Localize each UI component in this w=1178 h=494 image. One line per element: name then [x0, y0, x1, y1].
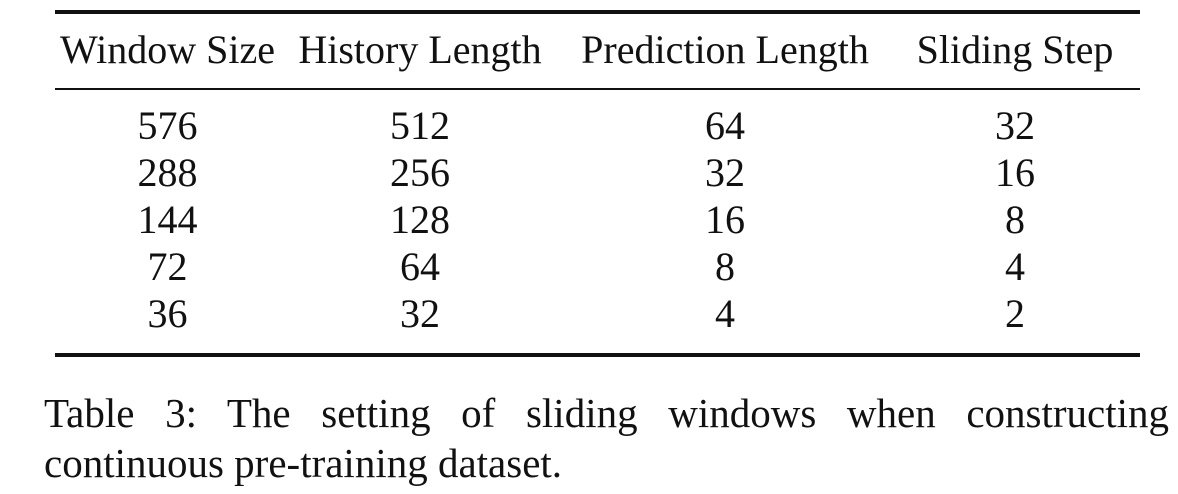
- table-header-row: Window Size History Length Prediction Le…: [55, 12, 1140, 89]
- cell-history-length: 32: [400, 291, 440, 336]
- cell-prediction-length: 64: [705, 103, 745, 148]
- table-row: 144 128 16 8: [55, 196, 1140, 243]
- cell-sliding-step: 4: [1005, 244, 1025, 289]
- cell-prediction-length: 8: [715, 244, 735, 289]
- table-row: 72 64 8 4: [55, 243, 1140, 290]
- cell-sliding-step: 2: [1005, 291, 1025, 336]
- cell-history-length: 512: [390, 103, 450, 148]
- cell-window-size: 288: [137, 150, 198, 195]
- header-window-size: Window Size: [59, 27, 276, 72]
- table-row: 36 32 4 2: [55, 290, 1140, 355]
- table-row: 288 256 32 16: [55, 149, 1140, 196]
- header-prediction-length: Prediction Length: [581, 27, 869, 72]
- cell-prediction-length: 32: [705, 150, 745, 195]
- cell-sliding-step: 16: [995, 150, 1035, 195]
- cell-window-size: 144: [137, 197, 198, 242]
- cell-prediction-length: 4: [715, 291, 735, 336]
- cell-sliding-step: 8: [1005, 197, 1025, 242]
- caption-label: Table 3:: [44, 390, 197, 436]
- table-row: 576 512 64 32: [55, 89, 1140, 149]
- table-container: Window Size History Length Prediction Le…: [55, 10, 1140, 357]
- cell-history-length: 128: [390, 197, 450, 242]
- table-caption: Table 3: The setting of sliding windows …: [44, 388, 1169, 488]
- header-sliding-step: Sliding Step: [916, 27, 1114, 72]
- cell-history-length: 256: [390, 150, 450, 195]
- sliding-window-table: Window Size History Length Prediction Le…: [55, 10, 1140, 357]
- cell-window-size: 576: [137, 103, 198, 148]
- cell-prediction-length: 16: [705, 197, 745, 242]
- cell-window-size: 36: [147, 291, 188, 336]
- header-history-length: History Length: [298, 27, 542, 72]
- cell-sliding-step: 32: [995, 103, 1035, 148]
- cell-history-length: 64: [400, 244, 440, 289]
- cell-window-size: 72: [147, 244, 188, 289]
- caption-text: The setting of sliding windows when cons…: [44, 390, 1170, 486]
